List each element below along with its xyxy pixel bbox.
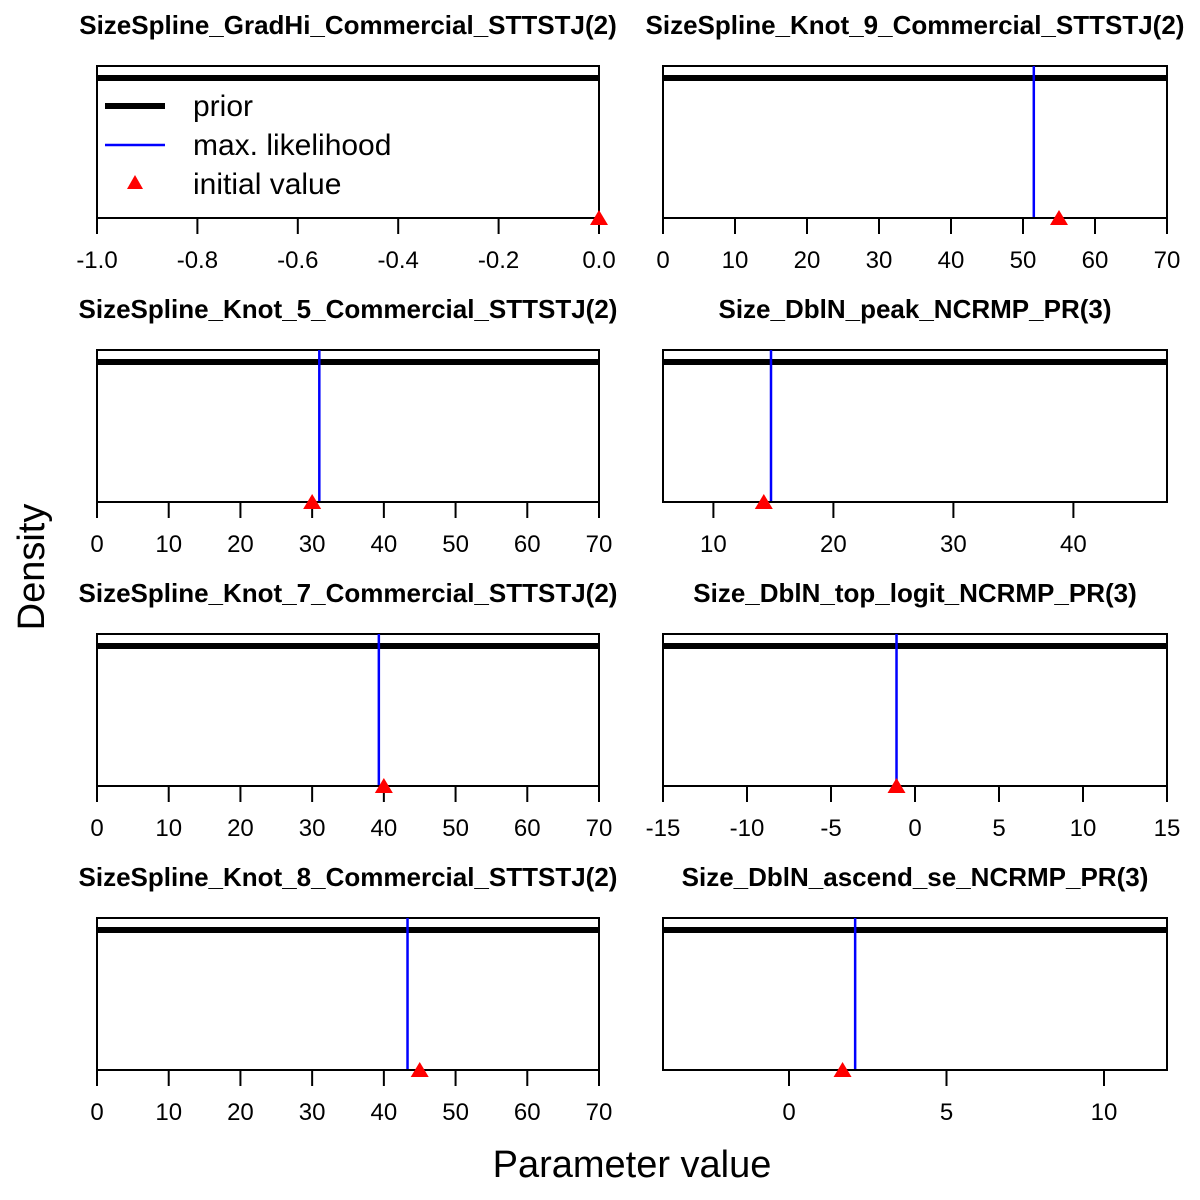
panel-8: Size_DblN_ascend_se_NCRMP_PR(3) 0 5 10 [662,862,1168,1126]
x-tick-label: 0.0 [582,247,615,274]
x-tick-label: 10 [722,247,749,274]
x-tick-label: -0.6 [277,247,318,274]
panel-frame [662,65,1168,219]
x-tick-label: 50 [1010,247,1037,274]
legend-label: prior [193,90,253,123]
x-tick-label: 5 [992,815,1005,842]
panel-frame [96,633,600,787]
panel-title: SizeSpline_Knot_5_Commercial_STTSTJ(2) [79,294,618,324]
x-tick-label: 40 [938,247,965,274]
panel-title: SizeSpline_Knot_9_Commercial_STTSTJ(2) [646,10,1185,40]
x-tick-label: 20 [794,247,821,274]
panel-frame [662,349,1168,503]
initial-value-marker [410,1062,429,1077]
x-tick-label: 60 [514,1099,541,1126]
x-tick-label: 0 [908,815,921,842]
panel-frame [96,349,600,503]
x-tick-label: 40 [371,815,398,842]
x-tick-label: 10 [155,531,182,558]
x-tick-label: 10 [155,815,182,842]
panel-2: SizeSpline_Knot_9_Commercial_STTSTJ(2) 0 1… [646,10,1185,274]
initial-value-marker [303,494,322,509]
x-tick-label: 20 [227,531,254,558]
x-tick-label: -10 [730,815,765,842]
x-tick-label: -0.4 [378,247,419,274]
panel-6: Size_DblN_top_logit_NCRMP_PR(3) -15 -10 -5 0… [646,578,1181,842]
x-tick-label: 30 [299,815,326,842]
x-tick-label: 70 [586,1099,613,1126]
panel-title: Size_DblN_peak_NCRMP_PR(3) [718,294,1111,324]
x-tick-label: 30 [940,531,967,558]
panel-title: SizeSpline_Knot_7_Commercial_STTSTJ(2) [79,578,618,608]
x-tick-label: 30 [299,1099,326,1126]
x-tick-label: 10 [1091,1099,1118,1126]
x-tick-label: 20 [820,531,847,558]
panels: SizeSpline_GradHi_Commercial_STTSTJ(2) -1… [76,10,1184,1126]
x-tick-label: 20 [227,1099,254,1126]
x-tick-label: 0 [90,1099,103,1126]
panel-frame [662,917,1168,1071]
x-tick-label: 50 [442,1099,469,1126]
x-tick-label: 15 [1154,815,1181,842]
x-tick-label: 5 [940,1099,953,1126]
initial-value-marker [887,778,906,793]
initial-value-marker [754,494,773,509]
legend-swatch-initial [127,175,143,189]
panel-5: SizeSpline_Knot_7_Commercial_STTSTJ(2) 0 1… [79,578,618,842]
x-tick-label: 70 [586,815,613,842]
x-tick-label: 60 [1082,247,1109,274]
x-tick-label: 10 [700,531,727,558]
x-tick-label: 0 [90,815,103,842]
x-tick-label: 0 [90,531,103,558]
x-tick-label: -1.0 [76,247,117,274]
panel-4: Size_DblN_peak_NCRMP_PR(3) 10 20 30 40 [662,294,1168,558]
x-tick-label: 40 [1060,531,1087,558]
x-tick-label: 0 [656,247,669,274]
panel-frame [662,633,1168,787]
y-axis-title: Density [11,504,53,631]
x-tick-label: -15 [646,815,681,842]
x-tick-label: 20 [227,815,254,842]
initial-value-marker [833,1062,852,1077]
x-tick-label: 0 [782,1099,795,1126]
x-tick-label: -0.8 [177,247,218,274]
panel-title: SizeSpline_GradHi_Commercial_STTSTJ(2) [79,10,617,40]
panel-title: Size_DblN_top_logit_NCRMP_PR(3) [693,578,1137,608]
x-tick-label: 10 [1070,815,1097,842]
x-tick-label: 50 [442,531,469,558]
x-tick-label: -0.2 [478,247,519,274]
initial-value-marker [590,210,608,225]
x-tick-label: -5 [820,815,841,842]
initial-value-marker [374,778,393,793]
panel-3: SizeSpline_Knot_5_Commercial_STTSTJ(2) 0 1… [79,294,618,558]
panel-1: SizeSpline_GradHi_Commercial_STTSTJ(2) -1… [76,10,616,274]
x-tick-label: 50 [442,815,469,842]
x-axis-title: Parameter value [493,1144,772,1186]
x-tick-label: 60 [514,531,541,558]
panel-title: SizeSpline_Knot_8_Commercial_STTSTJ(2) [79,862,618,892]
panel-title: Size_DblN_ascend_se_NCRMP_PR(3) [682,862,1149,892]
x-tick-label: 60 [514,815,541,842]
x-tick-label: 10 [155,1099,182,1126]
x-tick-label: 30 [299,531,326,558]
panel-7: SizeSpline_Knot_8_Commercial_STTSTJ(2) 0 1… [79,862,618,1126]
x-tick-label: 40 [371,531,398,558]
legend: prior max. likelihood initial value [105,90,391,201]
x-tick-label: 30 [866,247,893,274]
initial-value-marker [1050,210,1068,225]
x-tick-label: 40 [371,1099,398,1126]
panel-frame [96,917,600,1071]
x-tick-label: 70 [1154,247,1181,274]
x-tick-label: 70 [586,531,613,558]
legend-label: initial value [193,168,341,201]
legend-label: max. likelihood [193,129,391,162]
